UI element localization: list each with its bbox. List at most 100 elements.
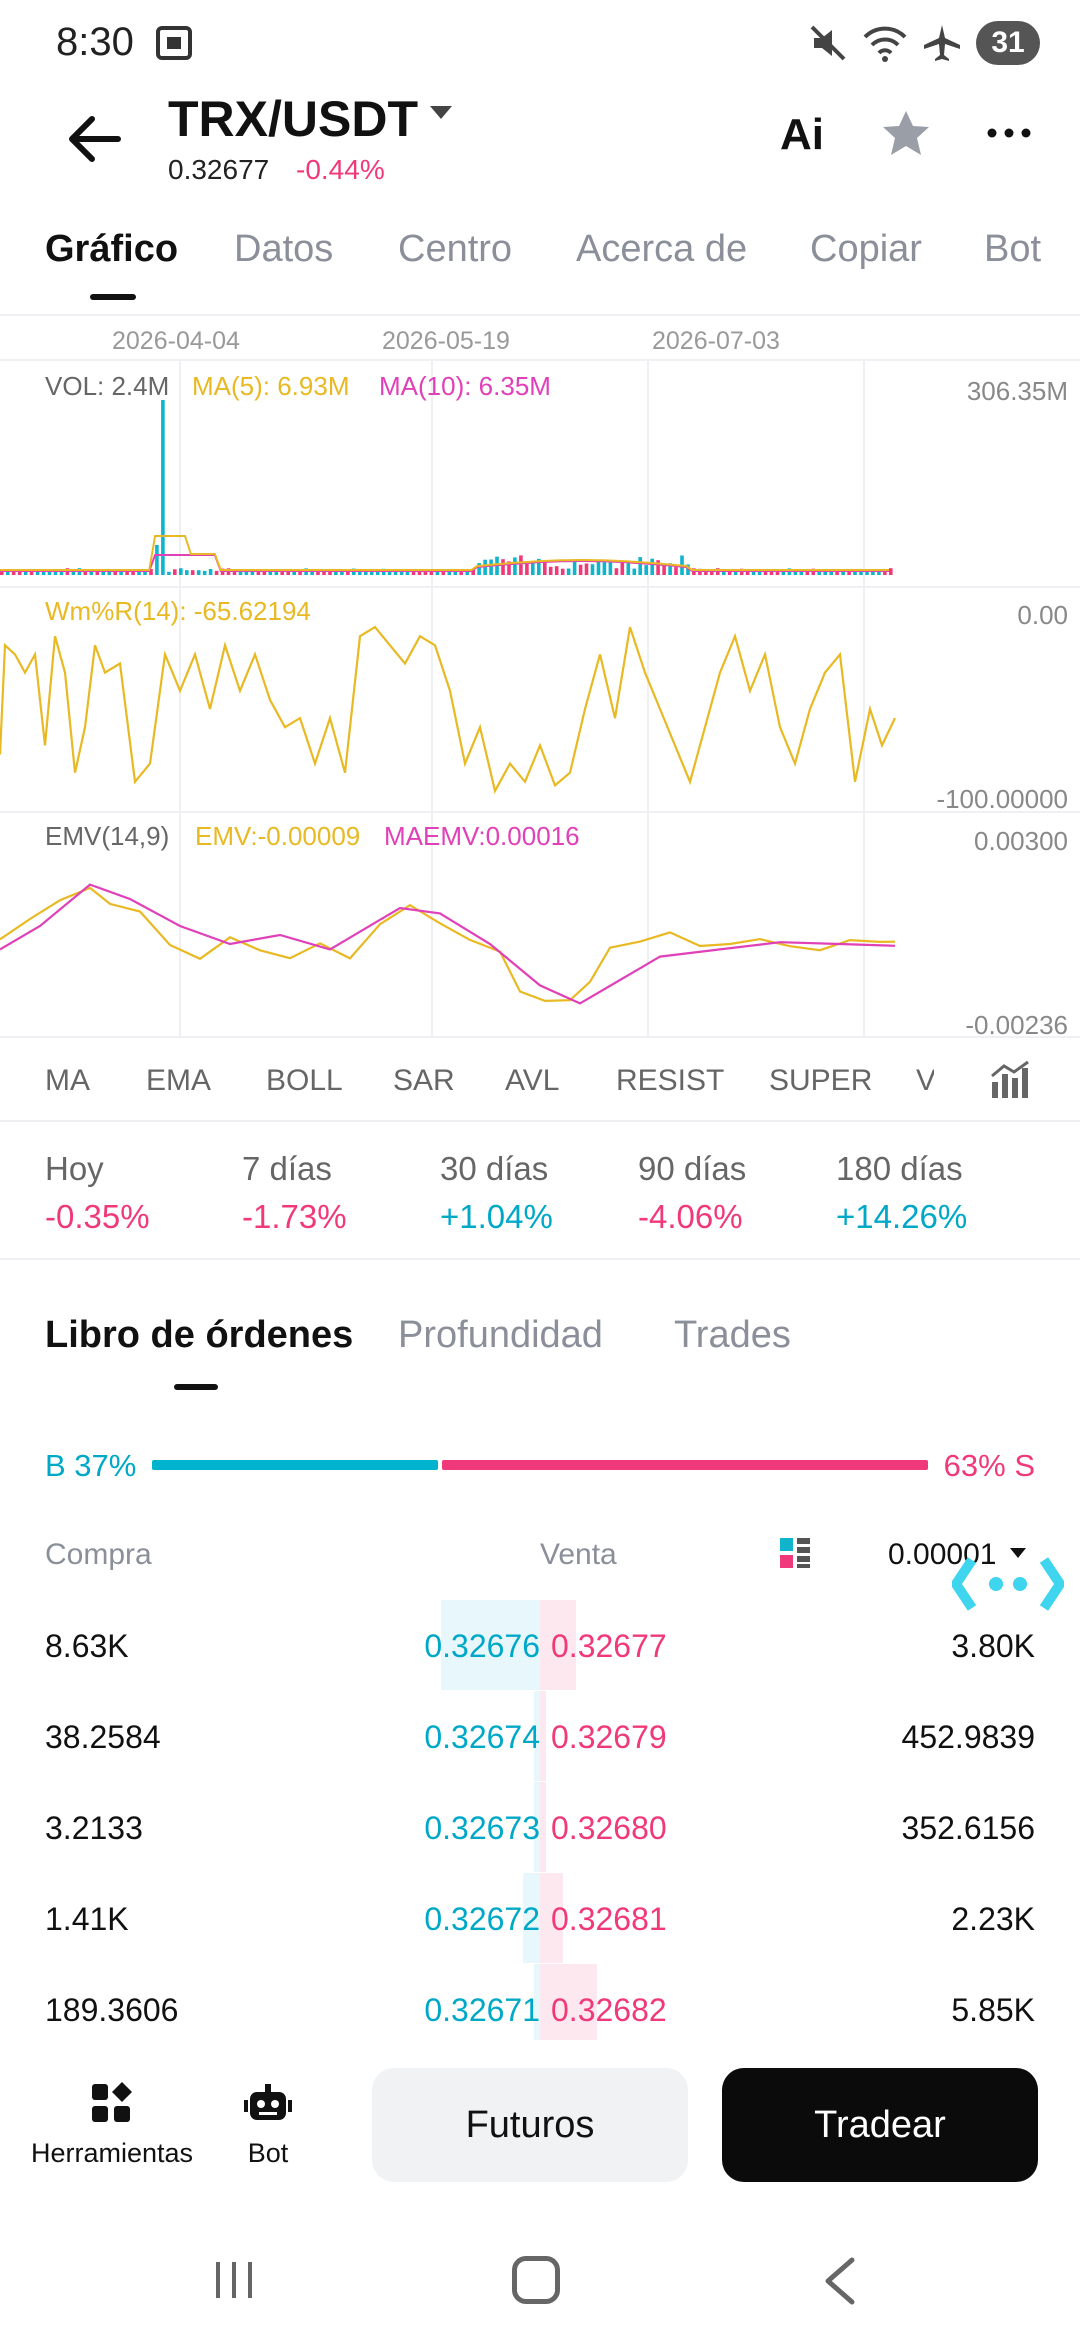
volume-bar xyxy=(638,557,642,575)
orderbook-row[interactable]: 1.41K 0.32672 0.32681 2.23K xyxy=(0,1873,1080,1963)
volume-bar xyxy=(817,569,821,575)
star-icon[interactable] xyxy=(880,108,932,160)
volume-bars xyxy=(0,400,893,575)
buy-price: 0.32672 xyxy=(424,1901,540,1937)
volume-bar xyxy=(244,570,249,575)
volume-bar xyxy=(710,571,714,575)
back-arrow-icon[interactable] xyxy=(60,104,130,174)
volume-bar xyxy=(358,570,362,575)
floating-widget-icon[interactable] xyxy=(952,1552,1064,1616)
volume-bar xyxy=(208,569,213,575)
indicator-resist[interactable]: RESIST xyxy=(616,1064,725,1097)
orderbook-header: Compra Venta 0.00001 xyxy=(0,1530,1080,1580)
recent-apps-icon[interactable] xyxy=(212,2260,256,2300)
home-icon[interactable] xyxy=(512,2256,560,2304)
volume-bar xyxy=(865,570,869,575)
tab-copiar[interactable]: Copiar xyxy=(810,228,922,270)
tab-trades[interactable]: Trades xyxy=(674,1314,791,1356)
volume-bar xyxy=(722,570,726,575)
volume-bar xyxy=(137,570,141,575)
status-time: 8:30 xyxy=(56,20,134,64)
volume-bar xyxy=(614,568,619,575)
buy-depth-bar xyxy=(534,1964,540,2054)
indicator-settings-icon[interactable] xyxy=(988,1060,1032,1100)
more-icon[interactable] xyxy=(984,108,1034,158)
emv-line xyxy=(0,886,896,1003)
volume-bar xyxy=(393,569,398,575)
period-value: +1.04% xyxy=(440,1198,553,1235)
orderbook-row[interactable]: 38.2584 0.32674 0.32679 452.9839 xyxy=(0,1691,1080,1781)
indicator-ma[interactable]: MA xyxy=(45,1064,90,1097)
tools-label: Herramientas xyxy=(30,2138,194,2168)
volume-bar xyxy=(513,557,517,575)
orderbook-row[interactable]: 189.3606 0.32671 0.32682 5.85K xyxy=(0,1964,1080,2054)
nav-back-icon[interactable] xyxy=(820,2256,860,2306)
volume-bar xyxy=(322,569,326,575)
indicator-super[interactable]: SUPER xyxy=(769,1064,873,1097)
ai-button[interactable]: Ai xyxy=(780,110,824,159)
volume-bar xyxy=(101,570,105,575)
indicator-sar[interactable]: SAR xyxy=(393,1064,455,1097)
volume-bar xyxy=(578,564,583,575)
orderbook-row[interactable]: 3.2133 0.32673 0.32680 352.6156 xyxy=(0,1782,1080,1872)
tab-acerca-de[interactable]: Acerca de xyxy=(576,228,748,270)
volume-bar xyxy=(799,571,804,575)
buy-depth-bar xyxy=(523,1873,540,1963)
chevron-down-icon[interactable] xyxy=(1010,1548,1026,1558)
volume-bar xyxy=(167,571,171,575)
column-venta: Venta xyxy=(540,1538,617,1571)
tools-button[interactable]: Herramientas xyxy=(26,2080,198,2169)
indicator-boll[interactable]: BOLL xyxy=(266,1064,343,1097)
tab-grafico[interactable]: Gráfico xyxy=(45,228,179,270)
volume-bar xyxy=(41,570,46,575)
period-value: +14.26% xyxy=(836,1198,968,1235)
wifi-icon xyxy=(863,26,907,62)
pair-price: 0.32677 xyxy=(168,154,270,185)
chart-area[interactable]: 2026-04-04 2026-05-19 2026-07-03 VOL: 2.… xyxy=(0,300,1080,1040)
volume-bar xyxy=(59,571,64,575)
pair-dropdown-icon[interactable] xyxy=(430,106,452,119)
volume-bar xyxy=(280,571,284,575)
volume-bar xyxy=(190,570,195,575)
volume-bar xyxy=(477,563,481,575)
volume-bar xyxy=(83,570,88,575)
buy-ratio-label: B 37% xyxy=(45,1448,137,1483)
volume-bar xyxy=(590,564,595,575)
indicator-v[interactable]: V xyxy=(916,1064,934,1097)
volume-bar xyxy=(125,571,129,575)
wmr-line xyxy=(0,625,896,794)
volume-bar xyxy=(435,570,440,575)
volume-bar xyxy=(292,569,296,575)
volume-bar xyxy=(733,571,738,575)
volume-bar xyxy=(626,563,631,575)
sell-qty: 5.85K xyxy=(951,1992,1035,2028)
tick-size-select[interactable]: 0.00001 xyxy=(888,1538,997,1571)
bot-button[interactable]: Bot xyxy=(228,2080,308,2169)
volume-bar xyxy=(17,571,22,575)
trade-button[interactable]: Tradear xyxy=(722,2068,1038,2182)
layout-icon[interactable] xyxy=(778,1536,812,1570)
tab-datos[interactable]: Datos xyxy=(234,228,334,270)
tab-libro-de-ordenes[interactable]: Libro de órdenes xyxy=(45,1314,354,1356)
mute-icon xyxy=(810,25,846,61)
indicator-ema[interactable]: EMA xyxy=(146,1064,212,1097)
sell-price: 0.32681 xyxy=(551,1901,667,1937)
indicator-tabs: MA EMA BOLL SAR AVL RESIST SUPER V xyxy=(0,1040,1080,1122)
volume-bar xyxy=(268,572,273,575)
period-value: -0.35% xyxy=(45,1198,150,1235)
volume-bar xyxy=(173,569,177,575)
futures-button[interactable]: Futuros xyxy=(372,2068,688,2182)
volume-bar xyxy=(471,569,475,575)
volume-bar xyxy=(847,569,851,575)
pair-title[interactable]: TRX/USDT xyxy=(168,91,418,147)
volume-bar xyxy=(483,559,487,575)
volume-bar xyxy=(596,561,601,575)
tab-bot[interactable]: Bot xyxy=(984,228,1042,270)
orderbook-row[interactable]: 8.63K 0.32676 0.32677 3.80K xyxy=(0,1600,1080,1690)
tab-centro[interactable]: Centro xyxy=(398,228,513,270)
tab-profundidad[interactable]: Profundidad xyxy=(398,1314,603,1356)
indicator-avl[interactable]: AVL xyxy=(505,1064,560,1097)
emv-label: EMV(14,9) xyxy=(45,821,169,851)
period-label: Hoy xyxy=(45,1150,104,1187)
volume-bar xyxy=(560,568,565,575)
